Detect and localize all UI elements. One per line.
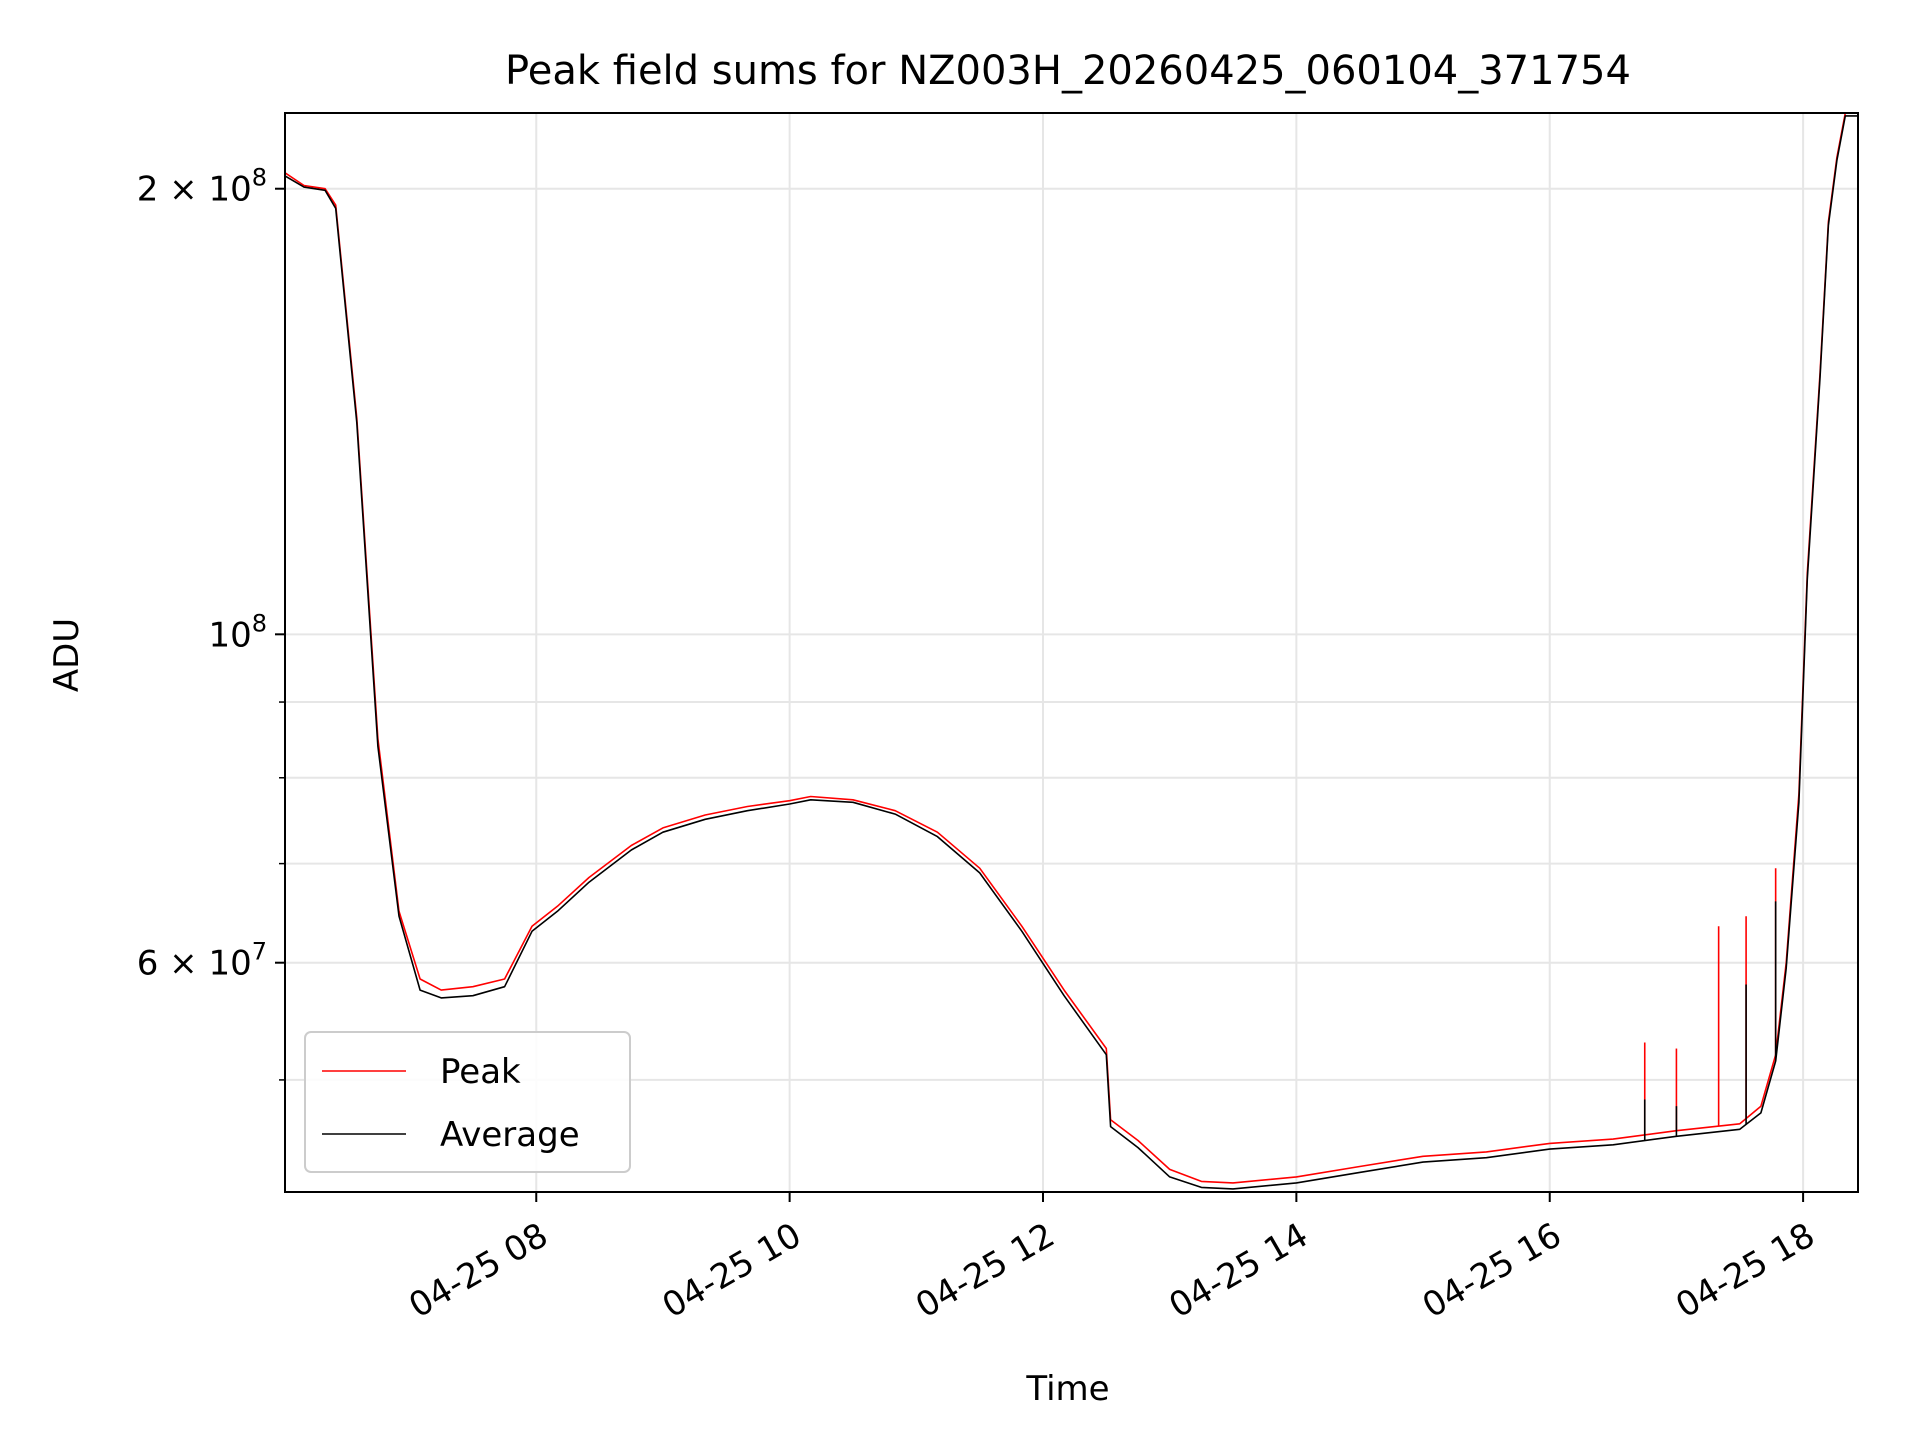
legend-average-label: Average	[440, 1115, 580, 1155]
legend: Peak Average	[304, 1031, 631, 1173]
legend-peak-label: Peak	[440, 1052, 521, 1092]
series-line-peak	[285, 113, 1858, 1184]
y-tick-label: 108	[208, 609, 267, 655]
axes-frame	[284, 112, 1859, 1193]
legend-box	[304, 1031, 631, 1173]
grid	[285, 113, 1858, 1192]
y-axis-label: ADU	[47, 618, 87, 692]
y-tick-label: 6 × 107	[137, 938, 267, 984]
series-line-average	[285, 115, 1858, 1190]
y-tick-label: 2 × 108	[137, 164, 267, 210]
chart-title: Peak field sums for NZ003H_20260425_0601…	[505, 48, 1631, 94]
x-axis-label: Time	[1025, 1369, 1109, 1409]
plot-area	[285, 113, 1858, 1190]
